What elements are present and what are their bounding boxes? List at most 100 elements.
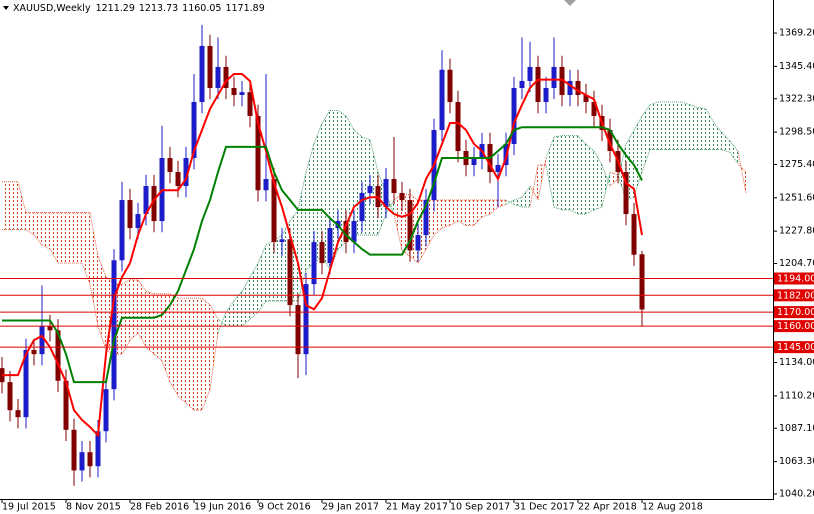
- candle-body: [279, 239, 285, 243]
- candle-body: [103, 389, 109, 432]
- cloud-segment: [658, 101, 666, 150]
- cloud-segment: [66, 212, 74, 264]
- span-a-edge: [529, 185, 539, 201]
- cloud-segment: [594, 151, 602, 210]
- span-a-edge: [169, 381, 179, 397]
- cloud-segment: [170, 293, 178, 397]
- candle-body: [319, 242, 325, 264]
- span-a-edge: [25, 229, 35, 236]
- x-tick-label: 28 Feb 2016: [130, 502, 189, 513]
- span-a-edge: [305, 143, 315, 173]
- span-b-edge: [729, 152, 739, 164]
- candle-body: [367, 186, 373, 194]
- span-b-edge: [593, 206, 603, 211]
- span-b-edge: [585, 209, 595, 215]
- cloud-segment: [554, 135, 562, 210]
- candle-body: [39, 326, 45, 355]
- span-a-edge: [361, 136, 371, 141]
- candle-body: [287, 239, 293, 306]
- span-a-edge: [313, 122, 323, 145]
- span-a-edge: [481, 213, 491, 218]
- level-label-box: [774, 272, 814, 285]
- candle-body: [175, 172, 181, 187]
- candle-body: [215, 66, 221, 88]
- y-tick-label: 1275.40: [779, 159, 814, 170]
- span-b-edge: [385, 199, 395, 215]
- line-layer: [2, 72, 643, 438]
- span-a-edge: [33, 234, 43, 246]
- low-price: 1160.05: [182, 3, 221, 14]
- candle-body: [271, 179, 277, 243]
- span-a-edge: [209, 333, 219, 390]
- span-a-edge: [273, 234, 283, 242]
- cloud-segment: [586, 144, 594, 215]
- candle-body: [255, 115, 261, 191]
- x-tick-label: 21 May 2017: [386, 502, 448, 513]
- candle-body: [559, 66, 565, 95]
- span-a-edge: [257, 244, 267, 264]
- span-a-edge: [681, 101, 691, 106]
- span-a-edge: [425, 234, 435, 250]
- x-tick-label: 31 Dec 2017: [514, 502, 575, 513]
- indicator-line: [2, 72, 643, 438]
- span-b-edge: [241, 318, 251, 327]
- cloud-segment: [2, 181, 10, 230]
- span-b-edge: [89, 212, 99, 257]
- candle-body: [111, 260, 117, 390]
- span-a-edge: [633, 115, 643, 131]
- span-b-edge: [409, 194, 419, 201]
- y-tick-label: 1227.80: [779, 226, 814, 237]
- level-label: 1182.00: [777, 290, 814, 301]
- cloud-segment: [706, 108, 714, 150]
- candle-body: [359, 193, 365, 222]
- y-tick-label: 1063.30: [779, 456, 814, 467]
- chart-title: XAUUSD,Weekly: [13, 3, 91, 14]
- cloud-segment: [434, 200, 442, 236]
- cloud-segment: [666, 101, 674, 150]
- x-tick-label: 9 Oct 2016: [258, 502, 311, 513]
- span-a-edge: [345, 115, 355, 131]
- candle-body: [423, 200, 429, 236]
- cloud-segment: [82, 212, 90, 285]
- close-price: 1171.89: [225, 3, 264, 14]
- cloud-segment: [154, 293, 162, 362]
- span-a-edge: [489, 206, 499, 215]
- candle-body: [471, 158, 477, 166]
- cloud-segment: [178, 298, 186, 404]
- span-a-edge: [433, 227, 443, 236]
- candle-body: [207, 45, 213, 88]
- candle-body: [263, 179, 269, 191]
- candle-body: [23, 349, 29, 418]
- span-a-edge: [625, 129, 635, 145]
- span-a-edge: [353, 129, 363, 138]
- cloud-segment: [530, 165, 538, 208]
- cloud-segment: [130, 279, 138, 341]
- candle-body: [327, 228, 333, 264]
- span-a-edge: [265, 240, 275, 246]
- y-tick-label: 1134.00: [779, 357, 814, 368]
- candle-body: [519, 80, 525, 88]
- cloud-segment: [642, 104, 650, 173]
- cloud-segment: [546, 137, 554, 208]
- cloud-segment: [226, 300, 234, 327]
- span-a-edge: [609, 178, 619, 187]
- cloud-segment: [266, 240, 274, 301]
- cloud-segment: [50, 212, 58, 264]
- candle-body: [87, 452, 93, 467]
- level-label-box: [774, 306, 814, 319]
- candle-body: [623, 172, 629, 215]
- cloud-segment: [650, 101, 658, 150]
- cloud-segment: [562, 135, 570, 210]
- x-tick-label: 12 Aug 2018: [642, 502, 703, 513]
- span-b-edge: [217, 318, 227, 327]
- candle-body: [199, 45, 205, 102]
- span-a-edge: [545, 136, 555, 159]
- span-a-edge: [513, 196, 523, 201]
- candle-body: [447, 69, 453, 102]
- span-a-edge: [217, 311, 227, 334]
- cloud-segment: [370, 139, 378, 236]
- candle-body: [231, 87, 237, 95]
- candle-body: [31, 349, 37, 355]
- cloud-segment: [314, 122, 322, 264]
